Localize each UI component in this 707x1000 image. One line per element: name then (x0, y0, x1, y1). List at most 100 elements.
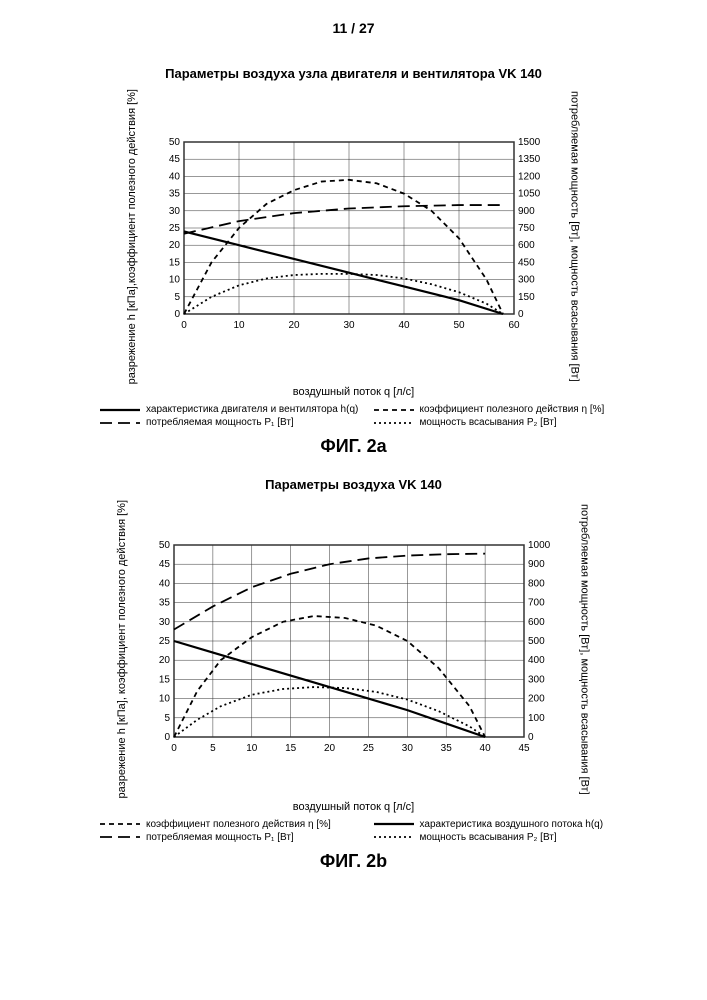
legend-label: мощность всасывания P₂ [Вт] (420, 417, 557, 428)
xtick-label: 10 (246, 743, 258, 754)
legend-item-p2: мощность всасывания P₂ [Вт] (374, 832, 648, 843)
ytick-right-label: 900 (528, 559, 545, 570)
ytick-right-label: 1000 (528, 540, 551, 551)
legend-row: потребляемая мощность P₁ [Вт] мощность вс… (100, 832, 647, 843)
ytick-left-label: 30 (168, 205, 180, 216)
ytick-left-label: 40 (168, 171, 180, 182)
legend-item-eta: коэффициент полезного действия η [%] (100, 819, 374, 830)
fig2a-ylabel-left: разрежение h [кПа],коэффициент полезного… (122, 89, 143, 384)
ytick-left-label: 45 (158, 559, 170, 570)
legend-row: коэффициент полезного действия η [%] хара… (100, 819, 647, 830)
ytick-right-label: 0 (518, 309, 524, 320)
ytick-left-label: 35 (168, 188, 180, 199)
legend-swatch-svg (100, 834, 140, 840)
ytick-left-label: 20 (158, 655, 170, 666)
ytick-left-label: 5 (164, 712, 170, 723)
xtick-label: 20 (288, 320, 300, 331)
xtick-label: 30 (343, 320, 355, 331)
ytick-right-label: 0 (528, 732, 534, 743)
chart-svg: 0102030405060051015202530354045500150300… (144, 132, 564, 342)
ytick-right-label: 400 (528, 655, 545, 666)
ytick-right-label: 1500 (518, 137, 541, 148)
legend-item-p1: потребляемая мощность P₁ [Вт] (100, 417, 374, 428)
ytick-left-label: 40 (158, 578, 170, 589)
legend-swatch-svg (374, 834, 414, 840)
fig2b-ylabel-left: разрежение h [кПа], коэффициент полезног… (112, 500, 133, 798)
ytick-left-label: 5 (174, 291, 180, 302)
xtick-label: 30 (401, 743, 413, 754)
fig2a-title: Параметры воздуха узла двигателя и венти… (20, 66, 687, 81)
legend-label: коэффициент полезного действия η [%] (146, 819, 331, 830)
fig2b-legend: коэффициент полезного действия η [%] хара… (100, 819, 647, 843)
fig2b-xlabel: воздушный поток q [л/с] (20, 801, 687, 813)
ytick-left-label: 50 (168, 137, 180, 148)
fig2a-block: Параметры воздуха узла двигателя и венти… (20, 66, 687, 457)
legend-swatch-svg (100, 420, 140, 426)
legend-row: характеристика двигателя и вентилятора h… (100, 404, 647, 415)
legend-item-p1: потребляемая мощность P₁ [Вт] (100, 832, 374, 843)
legend-swatch-svg (374, 420, 414, 426)
ytick-right-label: 150 (518, 291, 535, 302)
ytick-right-label: 1050 (518, 188, 541, 199)
ytick-left-label: 35 (158, 597, 170, 608)
xtick-label: 25 (362, 743, 374, 754)
legend-label: мощность всасывания P₂ [Вт] (420, 832, 557, 843)
ytick-left-label: 30 (158, 616, 170, 627)
xtick-label: 10 (233, 320, 245, 331)
ytick-left-label: 25 (158, 636, 170, 647)
ytick-left-label: 45 (168, 154, 180, 165)
legend-item-hq: характеристика воздушного потока h(q) (374, 819, 648, 830)
ytick-right-label: 450 (518, 257, 535, 268)
legend-item-p2: мощность всасывания P₂ [Вт] (374, 417, 648, 428)
ytick-right-label: 1200 (518, 171, 541, 182)
legend-item-hq: характеристика двигателя и вентилятора h… (100, 404, 374, 415)
fig2a-wrap: разрежение h [кПа],коэффициент полезного… (20, 89, 687, 384)
ytick-left-label: 15 (158, 674, 170, 685)
fig2a-ylabel-right: потребляемая мощность [Вт], мощность вса… (564, 91, 585, 382)
xtick-label: 0 (171, 743, 177, 754)
xtick-label: 0 (181, 320, 187, 331)
ytick-right-label: 900 (518, 205, 535, 216)
xtick-label: 5 (210, 743, 216, 754)
ytick-left-label: 50 (158, 540, 170, 551)
ytick-right-label: 1350 (518, 154, 541, 165)
page-number: 11 / 27 (20, 20, 687, 36)
ytick-left-label: 20 (168, 240, 180, 251)
ytick-right-label: 300 (528, 674, 545, 685)
legend-swatch-svg (374, 821, 414, 827)
ytick-right-label: 100 (528, 712, 545, 723)
legend-label: характеристика воздушного потока h(q) (420, 819, 604, 830)
fig2b-block: Параметры воздуха VK 140 разрежение h [к… (20, 477, 687, 871)
ytick-right-label: 700 (528, 597, 545, 608)
chart-svg: 0510152025303540450510152025303540455001… (134, 535, 574, 765)
ytick-right-label: 500 (528, 636, 545, 647)
legend-label: потребляемая мощность P₁ [Вт] (146, 832, 294, 843)
legend-row: потребляемая мощность P₁ [Вт] мощность вс… (100, 417, 647, 428)
xtick-label: 35 (440, 743, 452, 754)
ytick-left-label: 10 (158, 693, 170, 704)
legend-swatch-svg (100, 821, 140, 827)
legend-label: характеристика двигателя и вентилятора h… (146, 404, 358, 415)
xtick-label: 40 (479, 743, 491, 754)
fig2a-xlabel: воздушный поток q [л/с] (20, 386, 687, 398)
legend-swatch-svg (374, 407, 414, 413)
fig2b-svg-holder: 0510152025303540450510152025303540455001… (134, 535, 574, 765)
ytick-right-label: 750 (518, 223, 535, 234)
ytick-left-label: 25 (168, 223, 180, 234)
fig2b-ylabel-right: потребляемая мощность [Вт], мощность вса… (574, 504, 595, 795)
fig2b-title: Параметры воздуха VK 140 (20, 477, 687, 492)
legend-item-eta: коэффициент полезного действия η [%] (374, 404, 648, 415)
legend-label: потребляемая мощность P₁ [Вт] (146, 417, 294, 428)
xtick-label: 45 (518, 743, 530, 754)
ytick-right-label: 600 (518, 240, 535, 251)
ytick-right-label: 200 (528, 693, 545, 704)
legend-label: коэффициент полезного действия η [%] (420, 404, 605, 415)
ytick-left-label: 15 (168, 257, 180, 268)
xtick-label: 50 (453, 320, 465, 331)
ytick-right-label: 800 (528, 578, 545, 589)
fig2a-legend: характеристика двигателя и вентилятора h… (100, 404, 647, 428)
ytick-left-label: 0 (174, 309, 180, 320)
xtick-label: 15 (285, 743, 297, 754)
xtick-label: 20 (323, 743, 335, 754)
legend-swatch-svg (100, 407, 140, 413)
